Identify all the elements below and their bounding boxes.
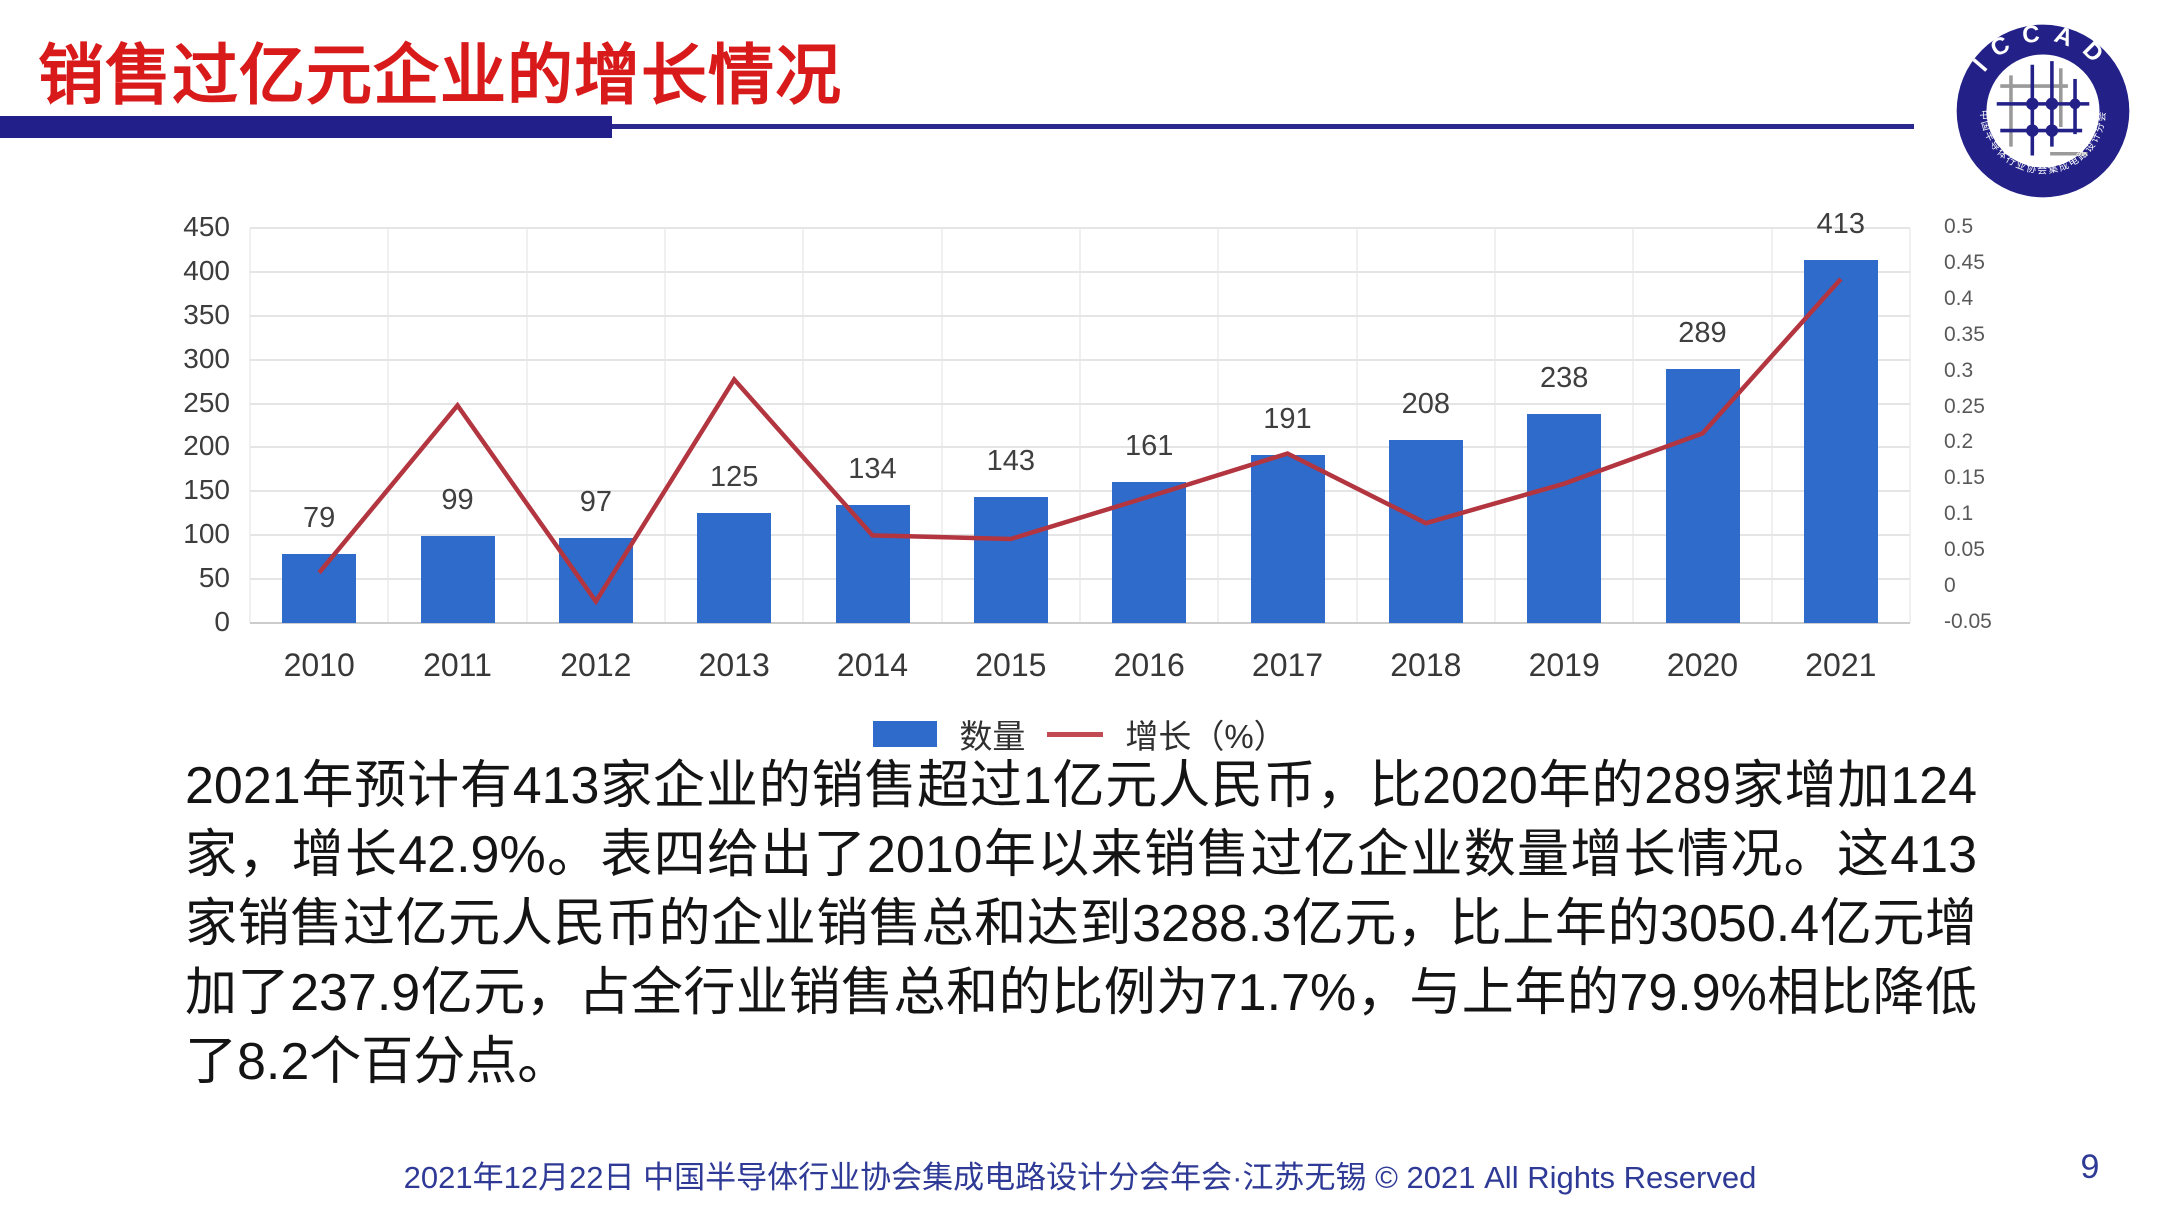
bar-2011 <box>420 536 495 623</box>
bar-2018 <box>1388 440 1463 623</box>
bar-value-label: 191 <box>1263 403 1312 436</box>
x-axis-tick-label: 2019 <box>1528 647 1600 683</box>
bar-value-label: 238 <box>1539 362 1589 395</box>
bar-2015 <box>973 497 1048 623</box>
page-title: 销售过亿元企业的增长情况 <box>38 38 842 112</box>
x-axis-tick-label: 2012 <box>560 647 632 683</box>
left-axis-tick-label: 200 <box>183 430 230 462</box>
bar-2020 <box>1665 369 1740 623</box>
legend-bar-label: 数量 <box>959 718 1026 755</box>
chart-gridline-horizontal <box>250 227 1910 229</box>
bar-value-label: 161 <box>1124 429 1174 462</box>
x-axis-tick-label: 2017 <box>1251 647 1324 683</box>
legend-line-swatch <box>1047 731 1104 737</box>
left-axis-tick-label: 50 <box>198 562 230 594</box>
right-axis-tick-label: 0.15 <box>1944 466 1985 490</box>
legend-bar-swatch <box>873 721 938 747</box>
bar-value-label: 208 <box>1401 388 1451 421</box>
right-axis-tick-label: 0.05 <box>1944 538 1985 562</box>
bar-value-label: 289 <box>1678 317 1727 350</box>
bar-2021 <box>1803 260 1878 623</box>
right-axis-tick-label: 0.2 <box>1944 430 1974 454</box>
iccad-logo-icon: ICCAD 中国半导体行业协会集成电路设计分会 <box>1956 20 2130 198</box>
x-axis-tick-label: 2010 <box>283 647 355 683</box>
right-axis-tick-label: -0.05 <box>1944 610 1992 633</box>
chart-legend: 数量 增长（%） <box>250 712 1910 756</box>
chart-gridline-vertical <box>802 228 805 623</box>
left-axis-tick-label: 100 <box>183 518 230 550</box>
x-axis-tick-label: 2021 <box>1805 647 1877 683</box>
left-axis-tick-label: 250 <box>183 386 230 418</box>
legend-line-label: 增长（%） <box>1125 718 1287 755</box>
x-axis-tick-label: 2013 <box>698 647 770 683</box>
chart-gridline-vertical <box>525 228 528 623</box>
chart-gridline-vertical <box>249 228 251 623</box>
left-axis-tick-label: 150 <box>183 474 230 506</box>
right-axis-tick-label: 0.35 <box>1944 322 1985 346</box>
left-axis-tick-label: 300 <box>183 342 230 374</box>
bar-2010 <box>282 553 357 623</box>
x-axis-tick-label: 2014 <box>836 647 909 683</box>
chart-gridline-horizontal <box>250 358 1910 361</box>
chart-gridline-horizontal <box>250 270 1910 273</box>
body-paragraph: 2021年预计有413家企业的销售超过1亿元人民币，比2020年的289家增加1… <box>185 757 1977 1091</box>
right-axis-tick-label: 0.3 <box>1944 358 1974 382</box>
chart-gridline-horizontal <box>250 578 1910 581</box>
chart-gridline-vertical <box>1079 228 1081 623</box>
x-axis-tick-label: 2016 <box>1113 647 1185 683</box>
bar-value-label: 97 <box>579 485 612 518</box>
left-axis-tick-label: 400 <box>183 254 230 286</box>
right-axis-tick-label: 0.5 <box>1944 215 1974 238</box>
chart-gridline-vertical <box>1494 228 1496 623</box>
footer-text: 2021年12月22日 中国半导体行业协会集成电路设计分会年会·江苏无锡 © 2… <box>403 1160 1757 1195</box>
growth-chart: 450 400 350 300 250 200 150 100 50 0 0.5 0.45 0.4 0.3… <box>183 208 1992 683</box>
x-axis-tick-label: 2020 <box>1666 647 1739 683</box>
chart-gridline-horizontal <box>250 402 1910 405</box>
bar-value-label: 99 <box>441 484 474 517</box>
right-axis-tick-label: 0.1 <box>1944 502 1974 526</box>
chart-gridline-horizontal <box>250 622 1910 624</box>
chart-gridline-horizontal <box>250 534 1910 537</box>
bar-2016 <box>1112 481 1187 623</box>
chart-gridline-vertical <box>387 228 390 623</box>
bar-value-label: 79 <box>303 501 336 534</box>
title-divider-bar <box>0 116 612 138</box>
bar-value-label: 143 <box>986 445 1036 478</box>
chart-gridline-vertical <box>1632 228 1635 623</box>
title-divider-line <box>0 124 1914 129</box>
left-axis-tick-label: 450 <box>183 211 230 242</box>
bar-value-label: 134 <box>848 453 897 486</box>
page-number: 9 <box>2080 1148 2100 1186</box>
left-axis-tick-label: 350 <box>183 298 230 330</box>
right-axis-tick-label: 0.45 <box>1944 250 1985 274</box>
bar-2019 <box>1527 414 1602 623</box>
x-axis-tick-label: 2018 <box>1390 647 1462 683</box>
chart-gridline-vertical <box>1770 228 1773 623</box>
right-axis-tick-label: 0.4 <box>1944 286 1974 310</box>
bar-value-label: 125 <box>709 461 759 494</box>
x-axis-tick-label: 2015 <box>975 647 1047 683</box>
chart-gridline-vertical <box>1909 228 1911 623</box>
bar-2012 <box>558 537 633 623</box>
left-axis-tick-label: 0 <box>214 606 230 637</box>
bar-2013 <box>697 513 772 623</box>
bar-2014 <box>835 505 910 623</box>
bar-2017 <box>1250 455 1325 623</box>
bar-value-label: 413 <box>1816 208 1866 241</box>
right-axis-tick-label: 0 <box>1944 574 1956 598</box>
right-axis-tick-label: 0.25 <box>1944 394 1985 418</box>
chart-gridline-vertical <box>664 228 666 623</box>
chart-gridline-vertical <box>940 228 943 623</box>
x-axis-tick-label: 2011 <box>423 647 492 683</box>
iccad-logo: ICCAD 中国半导体行业协会集成电路设计分会 <box>1954 20 2132 200</box>
